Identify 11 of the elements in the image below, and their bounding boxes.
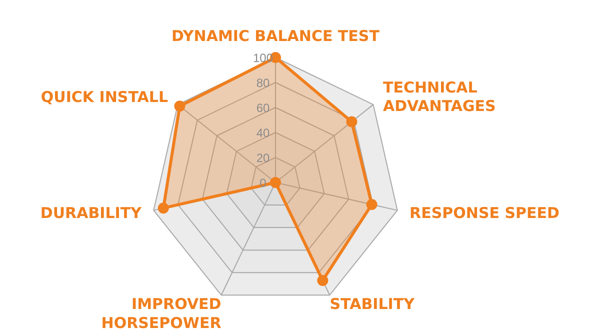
spoke-label: DURABILITY [40, 204, 143, 222]
y-tick-label: 40 [256, 126, 270, 140]
spoke-label: TECHNICAL ADVANTAGES [383, 78, 496, 116]
spoke-label: STABILITY [330, 295, 416, 314]
spoke-label: IMPROVED HORSEPOWER [101, 295, 222, 332]
y-tick-label: 80 [256, 76, 270, 90]
y-tick-label: 20 [256, 151, 270, 165]
spoke-label: QUICK INSTALL [40, 88, 168, 106]
spoke-label: DYNAMIC BALANCE TEST [172, 27, 380, 45]
spoke-label: RESPONSE SPEED [410, 204, 560, 222]
y-tick-label: 60 [256, 101, 270, 115]
